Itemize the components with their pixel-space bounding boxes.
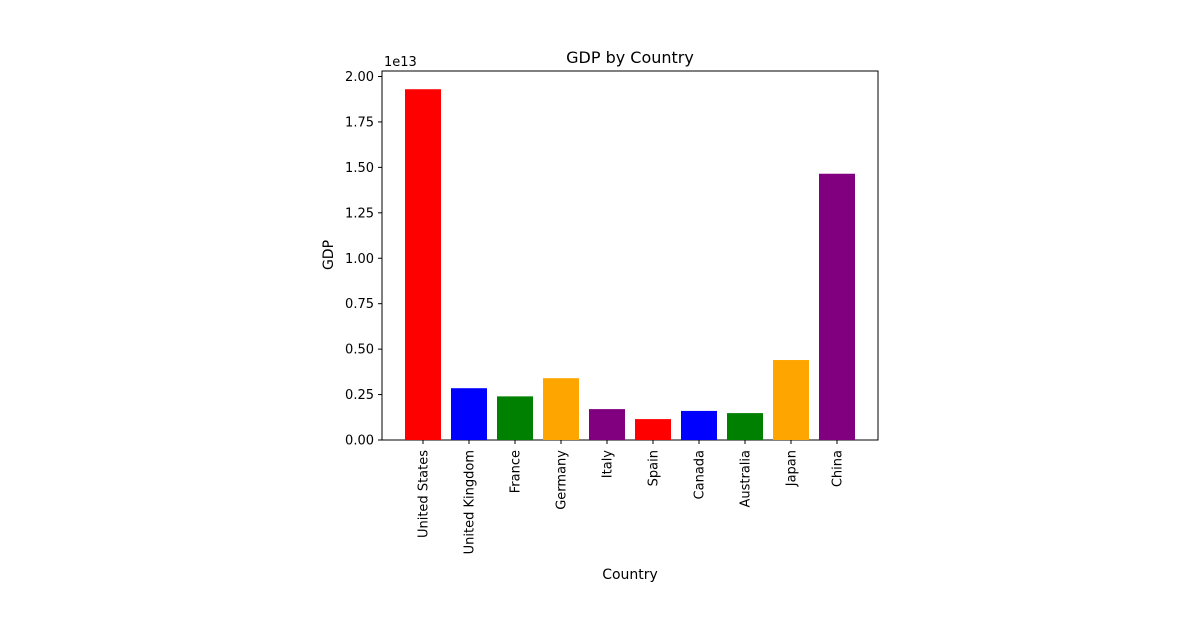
bar-canada — [681, 410, 717, 440]
x-axis: United States United Kingdom France Germany… — [417, 440, 846, 554]
x-tick-label: China — [831, 450, 846, 487]
x-tick-label: Italy — [601, 450, 616, 479]
x-tick-label: Australia — [739, 450, 754, 508]
chart-title: GDP by Country — [566, 48, 694, 67]
y-tick-label: 1.25 — [345, 206, 374, 221]
y-tick-label: 1.00 — [345, 252, 374, 267]
y-tick-label: 0.25 — [345, 388, 374, 403]
y-axis-title: GDP — [321, 240, 337, 270]
y-tick-label: 1.50 — [345, 161, 374, 176]
bar-australia — [727, 413, 763, 440]
bar-united-states — [405, 89, 441, 440]
x-tick-label: Canada — [693, 450, 708, 499]
bar-japan — [773, 360, 809, 440]
bar-france — [497, 396, 533, 440]
y-tick-label: 2.00 — [345, 70, 374, 85]
plot-frame — [381, 70, 879, 441]
x-tick-label: United Kingdom — [463, 450, 478, 554]
bars — [405, 89, 855, 440]
y-axis-offset-label: 1e13 — [384, 55, 417, 70]
x-tick-label: Spain — [647, 450, 662, 486]
y-tick-label: 0.50 — [345, 343, 374, 358]
bar-spain — [635, 419, 671, 440]
bar-china — [819, 173, 855, 440]
bar-germany — [543, 378, 579, 440]
y-tick-label: 1.75 — [345, 115, 374, 130]
x-tick-label: France — [509, 450, 524, 493]
x-axis-title: Country — [602, 567, 658, 583]
x-tick-label: Germany — [555, 450, 570, 510]
y-tick-label: 0.75 — [345, 297, 374, 312]
x-tick-label: United States — [417, 450, 432, 538]
y-axis: 0.00 0.25 0.50 0.75 1.00 1.25 1.50 1.75 2.00 — [345, 70, 382, 449]
bar-united-kingdom — [451, 388, 487, 440]
y-tick-label: 0.00 — [345, 434, 374, 449]
bar-italy — [589, 409, 625, 440]
x-tick-label: Japan — [785, 450, 800, 487]
